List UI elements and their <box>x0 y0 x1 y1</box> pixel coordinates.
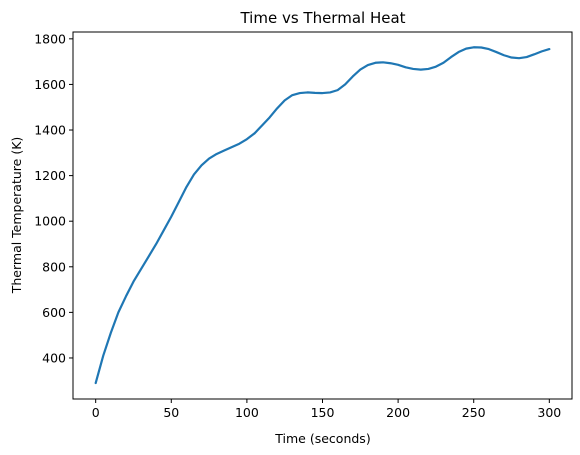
y-tick-label: 1400 <box>34 123 66 138</box>
y-tick-label: 400 <box>42 350 66 365</box>
plot-frame <box>72 31 573 400</box>
x-axis: 0 50 100 150 200 250 300 <box>92 399 561 420</box>
x-tick-label: 200 <box>386 405 410 420</box>
x-tick-label: 250 <box>462 405 486 420</box>
y-axis: 400 600 800 1000 1200 1400 1600 1800 <box>34 31 73 365</box>
x-tick-label: 50 <box>163 405 179 420</box>
x-tick-label: 300 <box>537 405 561 420</box>
y-tick-label: 800 <box>42 259 66 274</box>
y-tick-label: 600 <box>42 305 66 320</box>
x-axis-label: Time (seconds) <box>274 431 370 446</box>
x-tick-label: 0 <box>92 405 100 420</box>
series-line <box>94 46 551 385</box>
x-tick-label: 100 <box>235 405 259 420</box>
y-tick-label: 1200 <box>34 168 66 183</box>
y-tick-label: 1000 <box>34 214 66 229</box>
series-group <box>94 46 551 385</box>
x-tick-label: 150 <box>311 405 335 420</box>
y-axis-label: Thermal Temperature (K) <box>9 137 24 295</box>
chart-title: Time vs Thermal Heat <box>239 9 405 27</box>
y-tick-label: 1600 <box>34 77 66 92</box>
y-tick-label: 1800 <box>34 31 66 46</box>
